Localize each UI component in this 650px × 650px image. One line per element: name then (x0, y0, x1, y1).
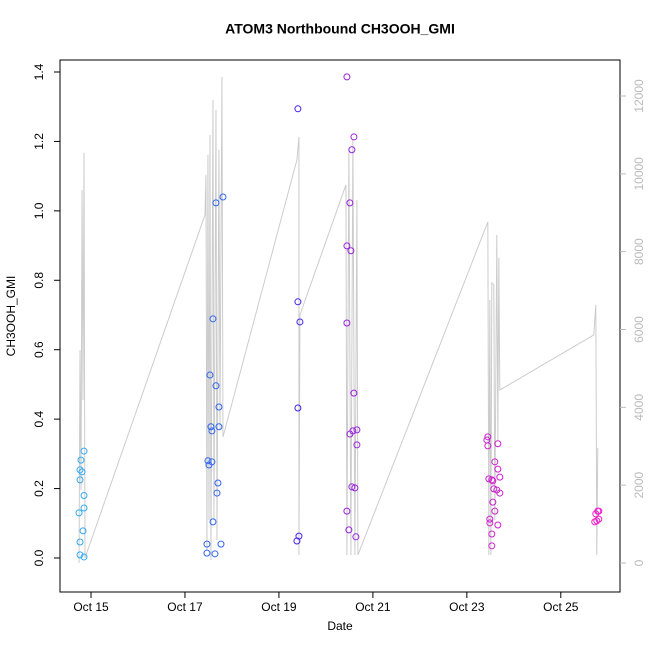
point (80, 447, 88, 455)
point (488, 542, 496, 550)
point (348, 146, 356, 154)
point (347, 247, 355, 255)
y-tick-label: 1.4 (32, 63, 46, 80)
point (350, 133, 358, 141)
point (494, 521, 502, 529)
point (204, 457, 212, 465)
point (486, 519, 494, 527)
point (488, 476, 496, 484)
point (496, 473, 504, 481)
point (490, 485, 498, 493)
point (76, 538, 84, 546)
y-tick-label: 0.0 (32, 549, 46, 566)
point (489, 477, 497, 485)
point (294, 105, 302, 113)
y2-tick-label: 12000 (632, 79, 646, 113)
point (207, 423, 215, 431)
point (219, 193, 227, 201)
x-axis-label: Date (327, 619, 353, 633)
point (486, 515, 494, 523)
point (80, 553, 88, 561)
x-tick-label: Oct 19 (261, 600, 297, 614)
x-tick-label: Oct 25 (543, 600, 579, 614)
y-axis-label: CH3OOH_GMI (4, 276, 18, 357)
point (346, 430, 354, 438)
point (203, 540, 211, 548)
point (76, 551, 84, 559)
point (343, 507, 351, 515)
point (489, 498, 497, 506)
point (75, 509, 83, 517)
point (352, 533, 360, 541)
point (343, 242, 351, 250)
point (209, 315, 217, 323)
point (353, 441, 361, 449)
x-tick-label: Oct 17 (167, 600, 203, 614)
y-tick-label: 1.2 (32, 133, 46, 150)
point (595, 507, 603, 515)
y2-tick-label: 0 (632, 559, 646, 566)
point (491, 507, 499, 515)
point (294, 298, 302, 306)
point (208, 458, 216, 466)
point (80, 491, 88, 499)
point (76, 476, 84, 484)
point (346, 199, 354, 207)
point (353, 426, 361, 434)
point (484, 442, 492, 450)
point (350, 389, 358, 397)
point (488, 530, 496, 538)
point (212, 199, 220, 207)
y-tick-label: 0.4 (32, 410, 46, 427)
point (494, 440, 502, 448)
point (211, 550, 219, 558)
point (294, 404, 302, 412)
point (496, 489, 504, 497)
chart-title: ATOM3 Northbound CH3OOH_GMI (225, 21, 455, 37)
point (77, 456, 85, 464)
point (213, 489, 221, 497)
y2-tick-label: 6000 (632, 316, 646, 343)
point (80, 504, 88, 512)
y-tick-label: 0.8 (32, 272, 46, 289)
point (351, 484, 359, 492)
altitude-line (78, 76, 599, 564)
x-tick-label: Oct 23 (449, 600, 485, 614)
point (215, 423, 223, 431)
point (343, 73, 351, 81)
x-tick-label: Oct 21 (355, 600, 391, 614)
point (348, 483, 356, 491)
point (76, 466, 84, 474)
point (485, 475, 493, 483)
y2-tick-label: 10000 (632, 157, 646, 191)
y2-tick-label: 2000 (632, 472, 646, 499)
point (215, 403, 223, 411)
plot-frame (59, 59, 621, 593)
point (214, 479, 222, 487)
point (484, 433, 492, 441)
point (203, 549, 211, 557)
point (494, 465, 502, 473)
y-tick-label: 0.6 (32, 341, 46, 358)
point (208, 427, 216, 435)
y-tick-label: 0.2 (32, 480, 46, 497)
point (293, 537, 301, 545)
point (591, 518, 599, 526)
point (345, 526, 353, 534)
point (78, 468, 86, 476)
point (296, 318, 304, 326)
point (491, 458, 499, 466)
y2-tick-label: 8000 (632, 238, 646, 265)
point (79, 527, 87, 535)
y2-tick-label: 4000 (632, 394, 646, 421)
point (212, 382, 220, 390)
point (209, 518, 217, 526)
x-tick-label: Oct 15 (73, 600, 109, 614)
point (343, 319, 351, 327)
point (206, 371, 214, 379)
point (217, 540, 225, 548)
y-tick-label: 1.0 (32, 202, 46, 219)
